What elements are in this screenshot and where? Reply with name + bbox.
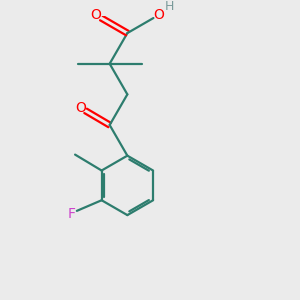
Text: O: O (90, 8, 101, 22)
Text: O: O (75, 101, 86, 115)
Text: F: F (67, 207, 75, 221)
Text: O: O (153, 8, 164, 22)
Text: H: H (164, 0, 174, 13)
